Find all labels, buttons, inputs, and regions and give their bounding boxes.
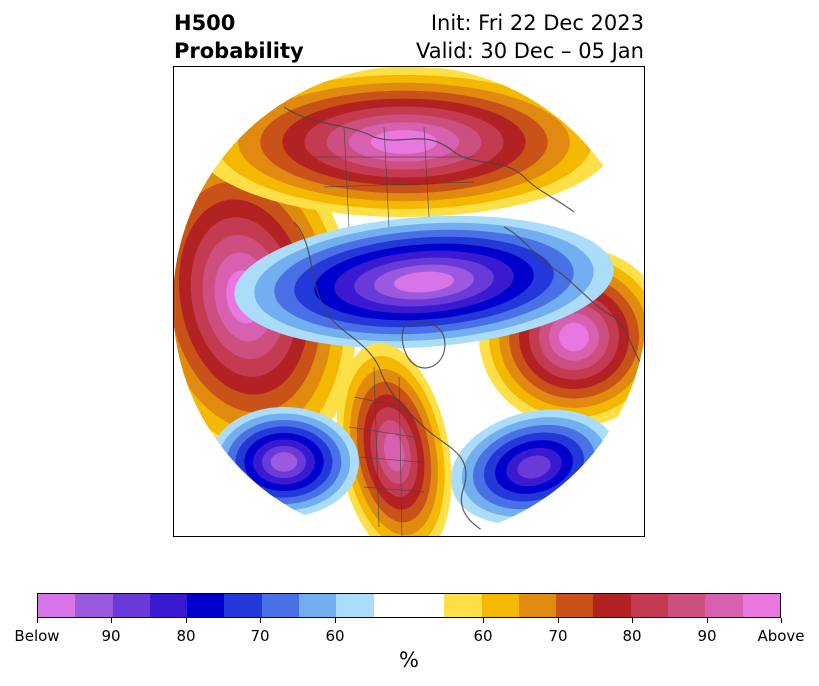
colorbar-tick-label: Above <box>757 627 805 645</box>
map-disk <box>174 67 644 536</box>
colorbar-above-swatch <box>481 594 519 617</box>
colorbar <box>37 593 781 618</box>
colorbar-above-swatch <box>518 594 557 617</box>
colorbar-below-swatch <box>149 594 188 617</box>
colorbar-above-swatch <box>705 594 743 617</box>
colorbar-below-swatch <box>38 594 76 617</box>
borders-us <box>348 366 425 536</box>
colorbar-above-swatch <box>444 594 482 617</box>
coastline-asia <box>283 106 575 213</box>
probability-map <box>174 67 644 536</box>
colorbar-tick <box>111 618 112 623</box>
colorbar-neutral-swatch <box>373 594 445 617</box>
colorbar-tick <box>632 618 633 623</box>
colorbar-tick <box>781 618 782 623</box>
colorbar-unit: % <box>399 648 419 672</box>
valid-period: Valid: 30 Dec – 05 Jan <box>415 39 644 63</box>
colorbar-above-swatch <box>742 594 780 617</box>
title-product: Probability <box>174 39 304 63</box>
western-us-above-contour <box>383 432 405 472</box>
init-date: Init: Fri 22 Dec 2023 <box>430 11 644 35</box>
arctic-canada-below-contour <box>394 271 454 293</box>
colorbar-tick-label: 90 <box>101 627 121 645</box>
north-atlantic-europe-above-contour <box>559 322 589 352</box>
subtropical-atlantic-below-field <box>450 409 618 525</box>
subtropical-atlantic-below-contour <box>517 455 551 479</box>
coastline-greenland <box>401 321 446 369</box>
north-america-east-below-contour <box>270 452 298 472</box>
colorbar-above-swatch <box>593 594 631 617</box>
colorbar-below-swatch <box>336 594 374 617</box>
colorbar-below-swatch <box>187 594 225 617</box>
arctic-canada-below-field <box>234 215 614 349</box>
colorbar-tick-label: 80 <box>622 627 642 645</box>
colorbar-tick-label: Below <box>14 627 60 645</box>
colorbar-tick-label: 70 <box>250 627 270 645</box>
colorbar-tick <box>558 618 559 623</box>
colorbar-tick <box>707 618 708 623</box>
borders-russia <box>314 126 475 228</box>
colorbar-tick <box>186 618 187 623</box>
colorbar-above-swatch <box>556 594 594 617</box>
colorbar-above-swatch <box>668 594 706 617</box>
siberia-above-field <box>194 67 614 217</box>
western-us-above-field <box>336 343 452 536</box>
colorbar-tick <box>335 618 336 623</box>
coastlines <box>283 106 644 536</box>
north-america-east-below-field <box>209 407 359 517</box>
colorbar-tick-label: 90 <box>697 627 717 645</box>
colorbar-below-swatch <box>224 594 262 617</box>
title-right: Init: Fri 22 Dec 2023 Valid: 30 Dec – 05… <box>416 9 644 65</box>
colorbar-above-swatch <box>630 594 669 617</box>
colorbar-tick <box>37 618 38 623</box>
coastline-europe <box>503 226 644 368</box>
anomaly-fields <box>174 67 644 536</box>
map-panel <box>173 66 645 537</box>
colorbar-tick-label: 70 <box>548 627 568 645</box>
colorbar-below-swatch <box>299 594 337 617</box>
colorbar-below-swatch <box>75 594 113 617</box>
colorbar-tick <box>483 618 484 623</box>
colorbar-tick <box>260 618 261 623</box>
title-left: H500 Probability <box>174 9 304 65</box>
colorbar-tick-label: 60 <box>473 627 493 645</box>
colorbar-below-swatch <box>112 594 150 617</box>
colorbar-tick-label: 60 <box>325 627 345 645</box>
colorbar-tick-label: 80 <box>176 627 196 645</box>
siberia-above-contour <box>370 130 438 154</box>
title-field: H500 <box>174 11 236 35</box>
colorbar-below-swatch <box>261 594 300 617</box>
coastline-north-america <box>293 221 495 536</box>
